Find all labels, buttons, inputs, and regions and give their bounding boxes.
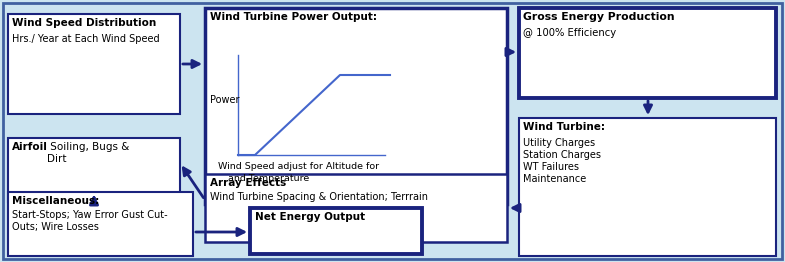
- Text: @ 100% Efficiency: @ 100% Efficiency: [523, 28, 616, 38]
- Bar: [250, 208, 422, 254]
- Text: Wind Turbine:: Wind Turbine:: [523, 122, 605, 132]
- Text: Wind Turbine Spacing & Orientation; Terrrain: Wind Turbine Spacing & Orientation; Terr…: [210, 192, 428, 202]
- Bar: [8, 14, 180, 114]
- Text: Wind Turbine Power Output:: Wind Turbine Power Output:: [210, 12, 377, 22]
- Text: Miscellaneous:: Miscellaneous:: [12, 196, 99, 206]
- Text: Net Energy Output: Net Energy Output: [255, 212, 365, 222]
- Text: Wind Speed adjust for Altitude for: Wind Speed adjust for Altitude for: [218, 162, 379, 171]
- Text: Gross Energy Production: Gross Energy Production: [523, 12, 674, 22]
- Text: Hrs./ Year at Each Wind Speed: Hrs./ Year at Each Wind Speed: [12, 34, 159, 44]
- Text: WT Failures: WT Failures: [523, 162, 579, 172]
- Text: and Temperature: and Temperature: [228, 174, 309, 183]
- Text: Soiling, Bugs &
Dirt: Soiling, Bugs & Dirt: [47, 142, 130, 163]
- Text: Wind Speed Distribution: Wind Speed Distribution: [12, 18, 156, 28]
- Text: Airfoil: Airfoil: [12, 142, 48, 152]
- Text: Array Effects: Array Effects: [210, 178, 287, 188]
- Text: Station Charges: Station Charges: [523, 150, 601, 160]
- Text: Power: Power: [210, 95, 239, 105]
- Text: Outs; Wire Losses: Outs; Wire Losses: [12, 222, 99, 232]
- Text: Utility Charges: Utility Charges: [523, 138, 595, 148]
- Bar: [8, 192, 193, 256]
- Bar: [205, 8, 507, 204]
- Text: Maintenance: Maintenance: [523, 174, 586, 184]
- Bar: [519, 8, 776, 98]
- Bar: [8, 138, 180, 202]
- Text: Start-Stops; Yaw Error Gust Cut-: Start-Stops; Yaw Error Gust Cut-: [12, 210, 168, 220]
- Bar: [519, 118, 776, 256]
- Bar: [205, 174, 507, 242]
